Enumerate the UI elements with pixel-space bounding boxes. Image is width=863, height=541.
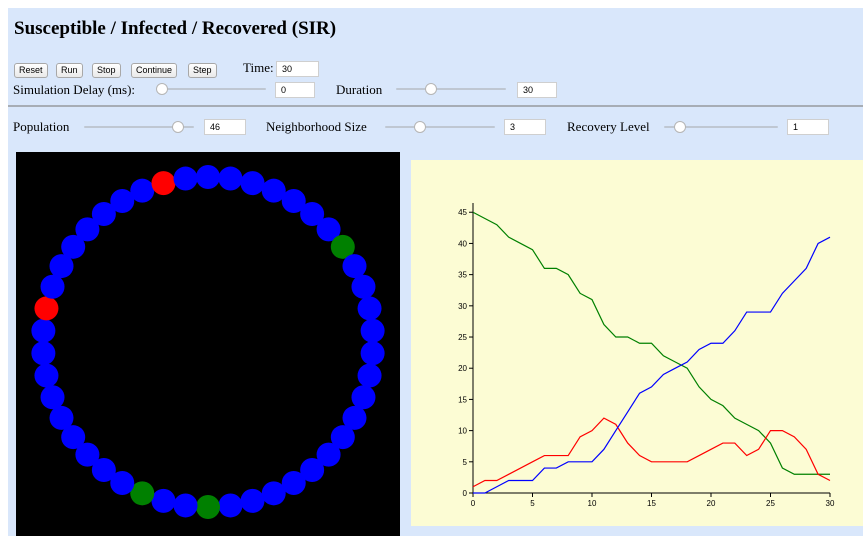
slider-thumb[interactable] [172, 121, 185, 133]
person-node-susceptible [357, 363, 382, 388]
person-node-susceptible [110, 189, 135, 214]
recovery-level-slider[interactable] [664, 121, 778, 133]
slider-thumb[interactable] [674, 121, 687, 133]
person-node-susceptible [342, 254, 367, 279]
y-tick-label: 15 [458, 395, 467, 404]
duration-field[interactable]: 30 [517, 82, 557, 98]
person-node-susceptible [357, 296, 382, 321]
sir-chart: 0 5 10 15 20 25 30 35 40 45 0 5 10 15 20 25 30 [411, 160, 863, 526]
person-node-susceptible [281, 189, 306, 214]
population-field[interactable]: 46 [204, 119, 246, 135]
recovery-level-label: Recovery Level [567, 119, 650, 134]
person-node-susceptible [31, 318, 56, 343]
reset-button[interactable]: Reset [14, 63, 48, 78]
person-node-susceptible [261, 178, 286, 203]
person-node-susceptible [342, 405, 367, 430]
population-slider[interactable] [84, 121, 194, 133]
person-node-infected [34, 296, 59, 321]
stop-button[interactable]: Stop [92, 63, 121, 78]
person-node-susceptible [40, 385, 65, 410]
person-node-susceptible [75, 442, 100, 467]
simulation-delay-label: Simulation Delay (ms): [13, 82, 136, 97]
duration-slider[interactable] [396, 83, 506, 95]
continue-button[interactable]: Continue [131, 63, 178, 78]
person-node-susceptible [173, 493, 198, 518]
series-line-0 [472, 211, 830, 475]
person-node-susceptible [61, 425, 86, 450]
person-node-susceptible [40, 274, 65, 299]
time-field[interactable]: 30 [276, 61, 319, 77]
simulation-delay-field[interactable]: 0 [275, 82, 315, 98]
person-node-susceptible [316, 217, 341, 242]
y-tick-label: 25 [458, 333, 467, 342]
person-node-susceptible [61, 234, 86, 259]
run-button[interactable]: Run [56, 63, 83, 78]
person-node-susceptible [240, 488, 265, 513]
step-button[interactable]: Step [188, 63, 217, 78]
person-node-susceptible [240, 171, 265, 196]
slider-thumb[interactable] [414, 121, 427, 133]
person-node-susceptible [49, 254, 74, 279]
slider-thumb[interactable] [425, 83, 438, 95]
person-node-susceptible [360, 318, 385, 343]
person-node-susceptible [351, 274, 376, 299]
person-node-recovered [196, 495, 220, 519]
person-node-susceptible [173, 166, 198, 191]
person-node-infected [151, 171, 176, 196]
y-tick-label: 20 [458, 364, 467, 373]
person-node-susceptible [218, 493, 243, 518]
person-node-susceptible [31, 341, 56, 366]
duration-label: Duration [336, 82, 383, 97]
person-node-susceptible [34, 363, 59, 388]
series-line-1 [472, 417, 831, 488]
divider [8, 105, 863, 107]
person-node-susceptible [91, 457, 116, 482]
person-node-susceptible [316, 442, 341, 467]
x-tick-label: 15 [647, 499, 656, 508]
person-node-susceptible [351, 385, 376, 410]
person-node-susceptible [110, 470, 135, 495]
x-tick-label: 5 [530, 499, 535, 508]
person-node-susceptible [130, 178, 155, 203]
y-tick-label: 0 [463, 489, 468, 498]
x-tick-label: 25 [766, 499, 775, 508]
neighborhood-size-field[interactable]: 3 [504, 119, 546, 135]
population-label: Population [13, 119, 70, 134]
time-label: Time: [243, 60, 274, 75]
person-node-susceptible [196, 165, 220, 189]
person-node-susceptible [300, 457, 325, 482]
person-node-recovered [330, 234, 355, 259]
person-node-susceptible [261, 481, 286, 506]
person-node-susceptible [49, 405, 74, 430]
person-node-susceptible [300, 202, 325, 227]
series-line-2 [473, 236, 831, 494]
x-tick-label: 10 [588, 499, 597, 508]
person-node-susceptible [91, 202, 116, 227]
x-tick-label: 20 [707, 499, 716, 508]
neighborhood-size-label: Neighborhood Size [266, 119, 367, 134]
person-node-susceptible [151, 488, 176, 513]
simulation-delay-slider[interactable] [156, 83, 266, 95]
sir-app: Susceptible / Infected / Recovered (SIR)… [8, 8, 863, 536]
y-tick-label: 35 [458, 271, 467, 280]
neighborhood-size-slider[interactable] [385, 121, 495, 133]
x-tick-label: 30 [826, 499, 835, 508]
person-node-susceptible [281, 470, 306, 495]
person-node-susceptible [218, 166, 243, 191]
population-ring-canvas [16, 152, 400, 536]
person-node-susceptible [75, 217, 100, 242]
x-tick-label: 0 [471, 499, 476, 508]
person-node-recovered [130, 481, 155, 506]
y-tick-label: 10 [458, 427, 467, 436]
y-tick-label: 5 [463, 458, 468, 467]
y-tick-label: 30 [458, 302, 467, 311]
person-node-susceptible [330, 425, 355, 450]
y-tick-label: 40 [458, 239, 467, 248]
slider-thumb[interactable] [156, 83, 168, 95]
recovery-level-field[interactable]: 1 [787, 119, 829, 135]
person-node-susceptible [360, 341, 385, 366]
y-tick-label: 45 [458, 208, 467, 217]
page-title: Susceptible / Infected / Recovered (SIR) [14, 18, 337, 39]
